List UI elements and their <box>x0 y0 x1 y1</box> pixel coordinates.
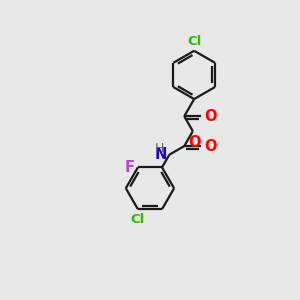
Text: N: N <box>154 147 167 162</box>
Text: O: O <box>204 139 216 154</box>
Text: O: O <box>204 109 216 124</box>
Text: F: F <box>124 160 134 175</box>
Text: Cl: Cl <box>187 35 201 48</box>
Text: H: H <box>154 142 164 155</box>
Text: O: O <box>188 135 201 150</box>
Text: Cl: Cl <box>131 213 145 226</box>
